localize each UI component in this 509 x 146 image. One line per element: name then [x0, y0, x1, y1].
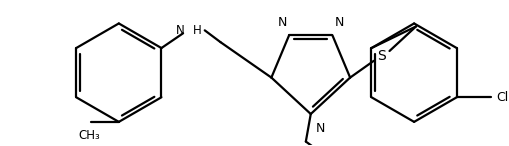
Text: N: N — [334, 16, 344, 29]
Text: CH₃: CH₃ — [78, 129, 100, 142]
Text: S: S — [377, 49, 386, 63]
Text: Cl: Cl — [496, 91, 508, 104]
Text: N: N — [316, 122, 325, 135]
Text: N: N — [277, 16, 287, 29]
Text: N: N — [176, 24, 185, 37]
Text: H: H — [193, 24, 202, 37]
